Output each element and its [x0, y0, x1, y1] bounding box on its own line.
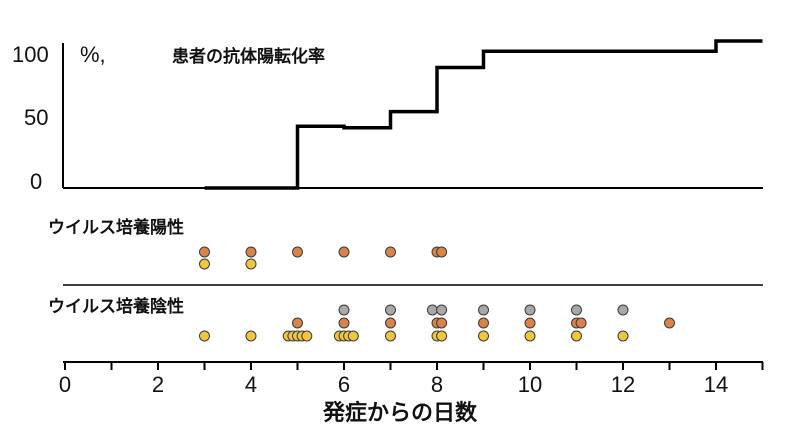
y-tick-100: 100 [12, 42, 49, 67]
data-point [436, 317, 448, 329]
data-point [347, 330, 359, 342]
data-point [617, 304, 629, 316]
data-point [478, 330, 489, 342]
data-point [571, 330, 582, 342]
data-point [199, 330, 210, 342]
data-point [436, 304, 448, 316]
data-point [292, 246, 303, 258]
data-point [436, 330, 448, 342]
group-label-negative: ウイルス培養陰性 [48, 296, 184, 317]
data-point [385, 246, 396, 258]
y-unit-label: %, [80, 42, 106, 67]
seroconversion-panel: 100 50 0 %, 患者の抗体陽転化率 [12, 39, 763, 194]
data-point [199, 246, 210, 258]
data-point [338, 246, 350, 258]
data-point [478, 317, 489, 329]
y-tick-50: 50 [24, 105, 48, 130]
data-point [617, 330, 629, 342]
x-tick-label: 12 [611, 372, 635, 397]
data-point [571, 304, 582, 316]
data-point [426, 304, 438, 316]
data-point [575, 317, 587, 329]
culture-result-panel: ウイルス培養陽性 ウイルス培養陰性 [48, 217, 763, 342]
x-tick-label: 10 [518, 372, 542, 397]
chart-title: 患者の抗体陽転化率 [172, 46, 325, 67]
data-point [245, 258, 257, 270]
data-point [385, 317, 396, 329]
data-point [524, 330, 536, 342]
data-point [385, 330, 396, 342]
x-tick-label: 4 [245, 372, 257, 397]
data-point [301, 330, 313, 342]
x-tick-label: 8 [431, 372, 443, 397]
data-point [338, 317, 350, 329]
seroconversion-step-line [204, 39, 763, 190]
data-point [338, 304, 350, 316]
data-point [478, 304, 489, 316]
data-point [524, 304, 536, 316]
data-point [664, 317, 675, 329]
group-label-positive: ウイルス培養陽性 [48, 217, 184, 238]
data-point [385, 304, 396, 316]
x-tick-label: 6 [338, 372, 350, 397]
x-tick-label: 0 [59, 372, 71, 397]
y-tick-0: 0 [30, 169, 42, 194]
data-point [245, 330, 257, 342]
x-tick-label: 14 [704, 372, 728, 397]
data-point [436, 246, 448, 258]
x-axis-label: 発症からの日数 [322, 400, 478, 426]
x-tick-label: 2 [152, 372, 164, 397]
data-point [245, 246, 257, 258]
data-point [524, 317, 536, 329]
x-axis: 0 2 4 6 8 10 12 14 発症からの日数 [59, 361, 764, 426]
data-point [292, 317, 303, 329]
data-point [199, 258, 210, 270]
